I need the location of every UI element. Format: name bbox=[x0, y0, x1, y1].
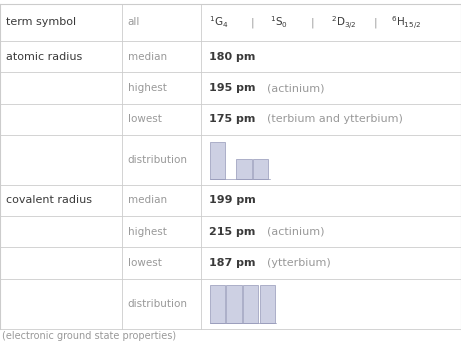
Text: atomic radius: atomic radius bbox=[6, 52, 82, 62]
Text: (ytterbium): (ytterbium) bbox=[267, 258, 331, 268]
Text: all: all bbox=[128, 17, 140, 27]
Bar bbox=[236, 159, 252, 179]
Text: $^1$G$_4$: $^1$G$_4$ bbox=[209, 15, 229, 30]
Text: 195 pm: 195 pm bbox=[209, 83, 255, 93]
Text: 215 pm: 215 pm bbox=[209, 227, 255, 237]
Text: (terbium and ytterbium): (terbium and ytterbium) bbox=[267, 114, 403, 125]
Text: 199 pm: 199 pm bbox=[209, 195, 255, 205]
Text: highest: highest bbox=[128, 83, 166, 93]
Bar bbox=[260, 285, 275, 323]
Text: $^2$D$_{3/2}$: $^2$D$_{3/2}$ bbox=[331, 14, 357, 31]
Text: 180 pm: 180 pm bbox=[209, 52, 255, 62]
Text: |: | bbox=[251, 17, 254, 28]
Text: (electronic ground state properties): (electronic ground state properties) bbox=[2, 331, 177, 341]
Text: median: median bbox=[128, 195, 167, 205]
Bar bbox=[210, 142, 225, 179]
Text: $^1$S$_0$: $^1$S$_0$ bbox=[270, 15, 288, 30]
Text: highest: highest bbox=[128, 227, 166, 237]
Text: lowest: lowest bbox=[128, 114, 161, 125]
Text: (actinium): (actinium) bbox=[267, 227, 325, 237]
Text: median: median bbox=[128, 52, 167, 62]
Bar bbox=[210, 285, 225, 323]
Bar bbox=[253, 159, 268, 179]
Text: |: | bbox=[311, 17, 314, 28]
Text: $^6$H$_{15/2}$: $^6$H$_{15/2}$ bbox=[391, 14, 421, 31]
Text: term symbol: term symbol bbox=[6, 17, 76, 27]
Bar bbox=[226, 285, 242, 323]
Text: |: | bbox=[373, 17, 377, 28]
Text: distribution: distribution bbox=[128, 155, 188, 165]
Text: 175 pm: 175 pm bbox=[209, 114, 255, 125]
Text: 187 pm: 187 pm bbox=[209, 258, 255, 268]
Text: (actinium): (actinium) bbox=[267, 83, 325, 93]
Bar bbox=[243, 285, 258, 323]
Text: distribution: distribution bbox=[128, 299, 188, 309]
Text: lowest: lowest bbox=[128, 258, 161, 268]
Text: covalent radius: covalent radius bbox=[6, 195, 92, 205]
